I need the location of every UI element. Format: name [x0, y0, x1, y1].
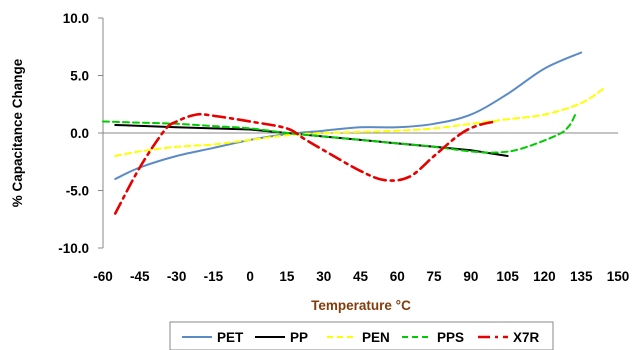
y-tick-label: -10.0	[58, 241, 89, 256]
plot-area	[102, 51, 607, 215]
x-tick-label: 90	[463, 269, 478, 284]
x-tick-label: -30	[167, 269, 187, 284]
x-tick-label: 60	[390, 269, 405, 284]
x-tick-label: -15	[204, 269, 224, 284]
x-tick-label: -45	[130, 269, 150, 284]
chart-axes	[98, 17, 618, 249]
x-tick-label: 75	[427, 269, 443, 284]
x-tick-label: 0	[246, 269, 254, 284]
legend-label-x7r: X7R	[513, 330, 540, 345]
x-tick-label: 30	[316, 269, 331, 284]
x-tick-label: 45	[353, 269, 369, 284]
x-tick-label: 120	[533, 269, 556, 284]
series-line-pp	[114, 123, 509, 157]
y-tick-labels: 10.0 5.0 0.0 -5.0 -10.0	[58, 11, 89, 256]
series-line-pen	[114, 86, 607, 157]
x-tick-label: 150	[607, 269, 630, 284]
x-tick-label: -60	[93, 269, 113, 284]
y-tick-label: 0.0	[70, 126, 89, 141]
y-tick-label: 5.0	[70, 69, 89, 84]
y-tick-label: -5.0	[66, 184, 89, 199]
legend-label-pp: PP	[290, 330, 308, 345]
legend-label-pet: PET	[217, 330, 244, 345]
x-axis-label: Temperature °C	[311, 298, 411, 313]
x-tick-label: 15	[279, 269, 295, 284]
legend: PET PP PEN PPS X7R	[169, 321, 554, 350]
legend-label-pen: PEN	[362, 330, 390, 345]
series-line-x7r	[113, 112, 497, 215]
series-line-pps	[102, 111, 578, 154]
x-tick-labels: -60 -45 -30 -15 0 15 30 45 60 75 90 105 120 135 150	[93, 269, 629, 284]
y-axis-label: % Capacitance Change	[10, 58, 25, 207]
y-tick-label: 10.0	[63, 11, 89, 26]
legend-label-pps: PPS	[437, 330, 464, 345]
x-tick-label: 135	[570, 269, 593, 284]
series-line-pet	[114, 51, 583, 180]
x-tick-label: 105	[496, 269, 519, 284]
